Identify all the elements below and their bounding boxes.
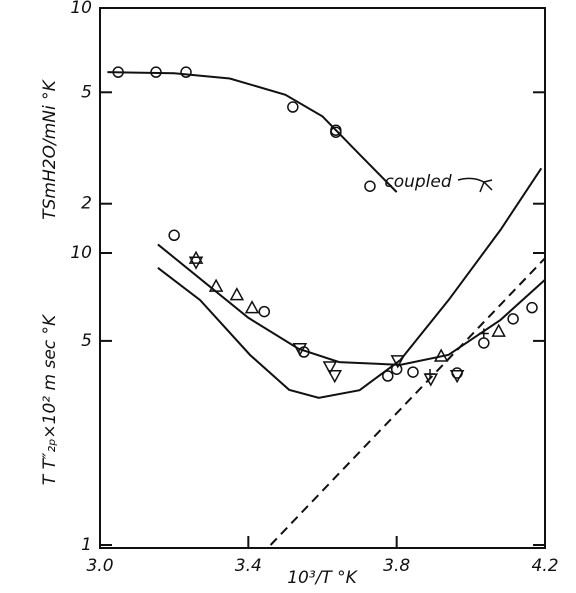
curve — [157, 167, 543, 399]
point-circle — [382, 370, 394, 382]
point-circle — [287, 101, 299, 113]
point-circle — [258, 305, 271, 318]
y-tick-label: 2 — [81, 194, 92, 214]
upper-y-label: TSmH2O/mNi °K — [40, 78, 60, 219]
x-tick-label: 3.4 — [235, 556, 262, 576]
point-triangle-up — [244, 300, 260, 314]
point-triangle-down — [390, 355, 406, 369]
point-circle — [330, 126, 342, 138]
point-circle — [180, 66, 192, 78]
point-triangle-up — [229, 287, 245, 301]
annotation: coupled — [384, 172, 451, 192]
curve — [107, 71, 398, 193]
point-circle — [478, 337, 490, 349]
point-triangle-down — [322, 361, 338, 375]
x-tick-label: 4.2 — [531, 556, 558, 576]
point-circle — [407, 366, 419, 378]
y-tick-label: 10 — [70, 0, 92, 18]
point-circle — [364, 180, 376, 192]
y-tick-label: 5 — [81, 82, 92, 102]
point-circle — [168, 229, 180, 242]
y-tick-label: 5 — [81, 331, 92, 351]
curve — [157, 243, 546, 366]
point-triangle-down — [188, 256, 204, 270]
point-circle — [507, 313, 519, 325]
point-circle — [526, 301, 538, 314]
point-triangle-down — [327, 369, 343, 384]
x-tick-label: 3.8 — [383, 556, 410, 576]
point-triangle-up — [491, 323, 506, 337]
annotation-arrow — [457, 177, 493, 193]
x-tick-label: 3.0 — [86, 556, 113, 576]
curve — [269, 257, 546, 546]
x-label: 10³/T °K — [287, 568, 358, 588]
plot-frame — [99, 7, 546, 549]
y-tick-label: 1 — [81, 535, 92, 555]
point-triangle-down — [449, 369, 465, 384]
lower-y-label: T T″₂ₚ×10² m sec °K — [40, 313, 60, 485]
y-tick-label: 10 — [70, 243, 92, 263]
